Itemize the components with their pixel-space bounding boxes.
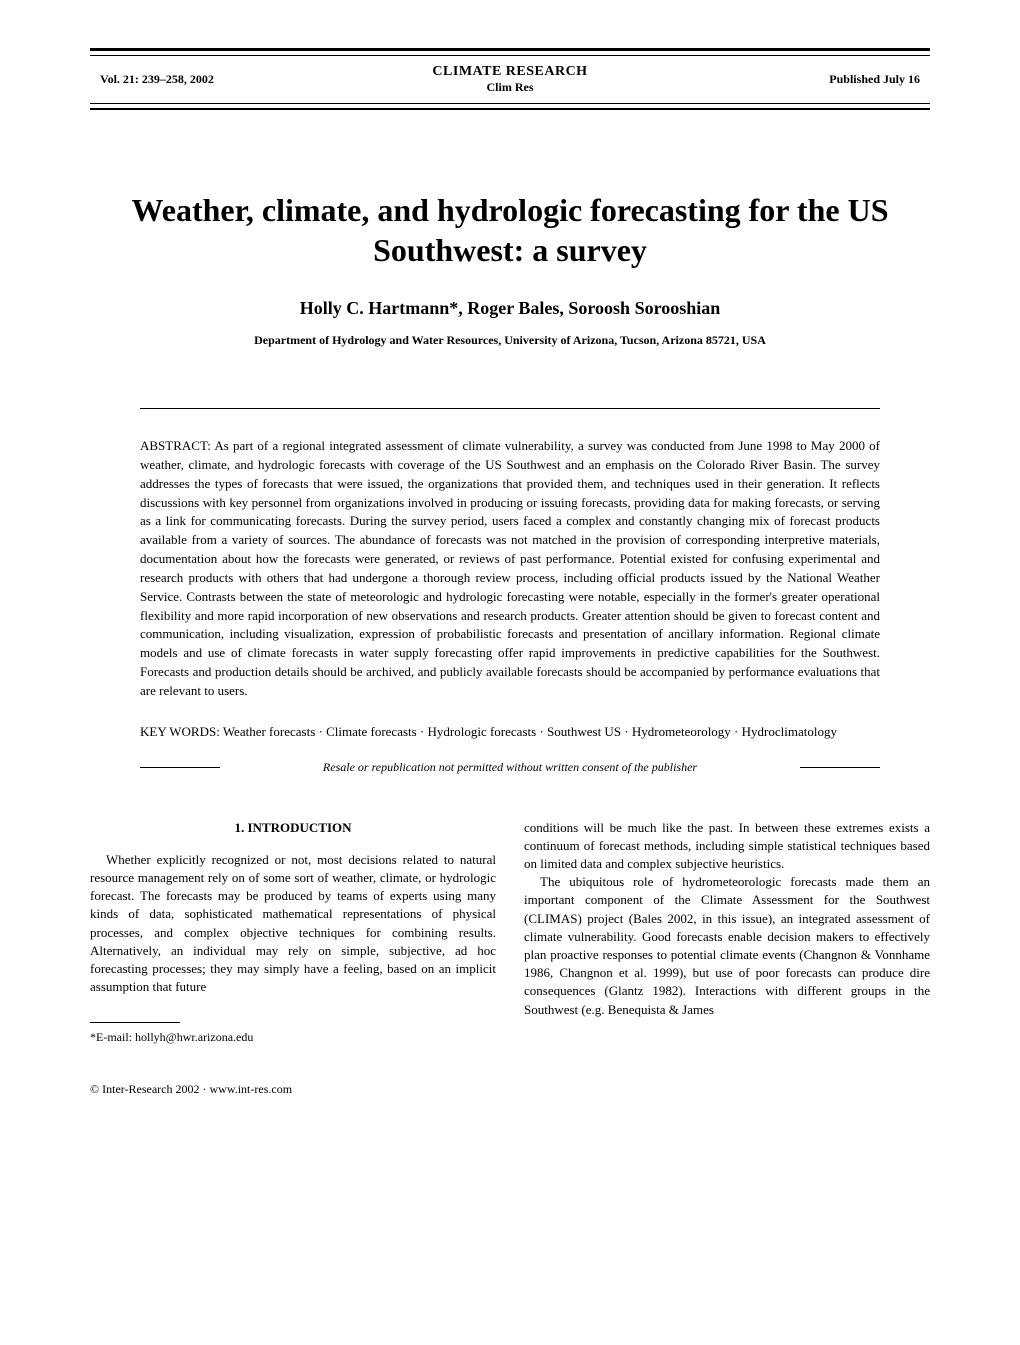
journal-title-sub: Clim Res	[300, 80, 720, 95]
keywords-section: KEY WORDS: Weather forecasts · Climate f…	[140, 723, 880, 742]
republication-text: Resale or republication not permitted wi…	[323, 760, 697, 774]
copyright-footer: © Inter-Research 2002 · www.int-res.com	[90, 1082, 930, 1097]
intro-paragraph-2: The ubiquitous role of hydrometeorologic…	[524, 873, 930, 1019]
volume-info: Vol. 21: 239–258, 2002	[100, 72, 300, 87]
journal-title-main: CLIMATE RESEARCH	[300, 64, 720, 80]
body-columns: 1. INTRODUCTION Whether explicitly recog…	[90, 819, 930, 1046]
keywords-text: Weather forecasts · Climate forecasts · …	[223, 724, 837, 739]
republication-notice: Resale or republication not permitted wi…	[140, 760, 880, 775]
affiliation-line: Department of Hydrology and Water Resour…	[90, 333, 930, 348]
abstract-section: ABSTRACT: As part of a regional integrat…	[140, 408, 880, 701]
footnote-divider	[90, 1022, 180, 1023]
journal-title-block: CLIMATE RESEARCH Clim Res	[300, 64, 720, 95]
authors-line: Holly C. Hartmann*, Roger Bales, Soroosh…	[90, 298, 930, 319]
corresponding-email-footnote: *E-mail: hollyh@hwr.arizona.edu	[90, 1029, 496, 1046]
page-container: Vol. 21: 239–258, 2002 CLIMATE RESEARCH …	[0, 0, 1020, 1157]
header-inner: Vol. 21: 239–258, 2002 CLIMATE RESEARCH …	[90, 55, 930, 104]
article-title: Weather, climate, and hydrologic forecas…	[90, 190, 930, 270]
intro-paragraph-1-left: Whether explicitly recognized or not, mo…	[90, 851, 496, 997]
abstract-text: As part of a regional integrated assessm…	[140, 438, 880, 698]
publication-date: Published July 16	[720, 72, 920, 87]
intro-paragraph-1-right: conditions will be much like the past. I…	[524, 819, 930, 874]
left-column: 1. INTRODUCTION Whether explicitly recog…	[90, 819, 496, 1046]
section-heading-intro: 1. INTRODUCTION	[90, 819, 496, 837]
right-column: conditions will be much like the past. I…	[524, 819, 930, 1046]
keywords-label: KEY WORDS:	[140, 724, 223, 739]
abstract-label: ABSTRACT:	[140, 438, 214, 453]
header-bar: Vol. 21: 239–258, 2002 CLIMATE RESEARCH …	[90, 48, 930, 110]
